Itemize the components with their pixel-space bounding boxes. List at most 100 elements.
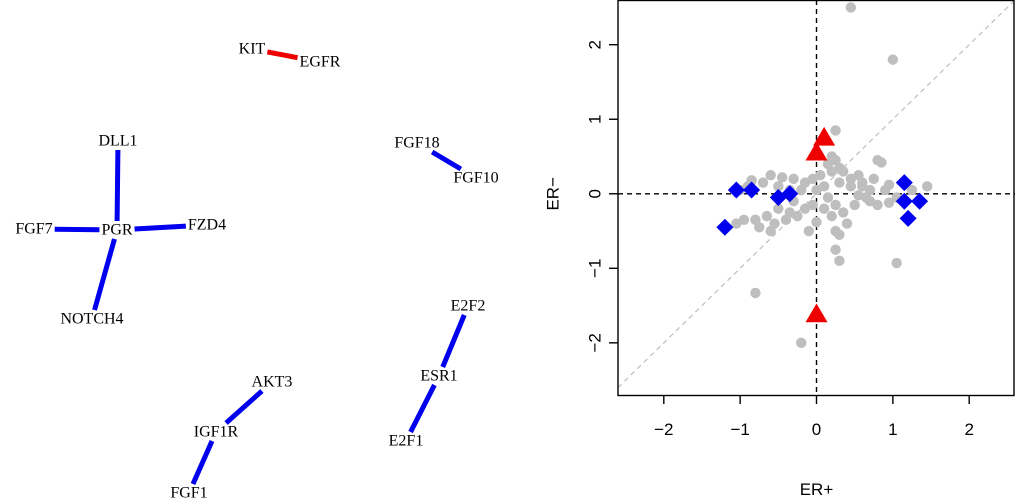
circle-point-64 xyxy=(883,197,895,208)
circle-point-10 xyxy=(838,166,849,177)
x-tick-label: 2 xyxy=(964,420,973,439)
circle-point-1 xyxy=(887,54,899,65)
circle-point-36 xyxy=(822,192,834,203)
circle-point-26 xyxy=(776,172,788,183)
x-axis-label: ER+ xyxy=(800,480,834,499)
edge-pgr-notch4 xyxy=(92,238,117,311)
circle-point-4 xyxy=(891,257,902,269)
diamond-point-5 xyxy=(895,174,913,192)
diamond-point-0 xyxy=(716,218,734,236)
diamond-point-8 xyxy=(899,209,917,227)
circle-point-60 xyxy=(803,225,815,237)
x-tick-label: −2 xyxy=(654,420,673,439)
edge-pgr-fgf7 xyxy=(54,226,100,233)
circle-point-57 xyxy=(765,225,776,237)
circle-point-44 xyxy=(834,255,845,267)
circle-point-38 xyxy=(838,207,849,218)
x-axis: −2 −1 0 1 2 xyxy=(654,395,974,439)
circle-point-43 xyxy=(830,244,841,255)
edge-pgr-dll1 xyxy=(114,149,121,222)
y-axis: −2 −1 0 1 2 xyxy=(586,40,618,353)
circle-point-63 xyxy=(872,199,883,211)
y-axis-label: ER− xyxy=(544,177,563,211)
circle-point-16 xyxy=(834,177,845,188)
x-tick-label: 0 xyxy=(812,420,821,439)
node-label-kit: KIT xyxy=(239,41,266,58)
circle-point-20 xyxy=(845,181,857,192)
node-label-egfr: EGFR xyxy=(300,54,341,71)
circle-point-39 xyxy=(841,218,853,229)
diamond-point-2 xyxy=(743,181,761,199)
circle-point-69 xyxy=(860,192,872,203)
circle-point-27 xyxy=(765,169,776,181)
circle-point-34 xyxy=(796,184,807,196)
circle-point-35 xyxy=(811,184,822,196)
node-label-fgf18: FGF18 xyxy=(394,135,439,152)
node-label-fzd4: FZD4 xyxy=(188,217,226,234)
circle-point-3 xyxy=(796,337,807,349)
circle-point-73 xyxy=(826,166,837,177)
circle-point-13 xyxy=(876,157,887,168)
diamond-point-6 xyxy=(895,192,913,210)
node-label-esr1: ESR1 xyxy=(420,368,457,385)
node-label-dll1: DLL1 xyxy=(98,133,137,150)
circle-point-54 xyxy=(750,214,761,226)
node-label-fgf1: FGF1 xyxy=(170,485,207,502)
edge-pgr-fzd4 xyxy=(134,223,187,232)
circle-point-28 xyxy=(757,177,769,188)
diamond-point-1 xyxy=(727,181,745,199)
circle-point-47 xyxy=(799,203,811,214)
circle-point-45 xyxy=(818,203,830,214)
edge-esr1-e2f2 xyxy=(440,314,467,368)
node-label-fgf7: FGF7 xyxy=(15,221,52,238)
circle-point-2 xyxy=(750,287,761,299)
x-tick-label: 1 xyxy=(888,420,897,439)
identity-diagonal-line xyxy=(617,0,1015,388)
circle-point-56 xyxy=(731,218,742,229)
circle-point-40 xyxy=(826,210,837,222)
circle-point-0 xyxy=(845,2,857,13)
circle-point-71 xyxy=(857,177,868,188)
edge-fgf18-fgf10 xyxy=(430,149,463,172)
circle-point-32 xyxy=(773,181,784,192)
edge-igf1r-akt3 xyxy=(224,389,264,425)
y-tick-label: −1 xyxy=(586,259,605,278)
scatter-points xyxy=(716,2,933,349)
node-label-notch4: NOTCH4 xyxy=(60,311,123,328)
edge-kit-egfr xyxy=(266,49,299,61)
circle-point-15 xyxy=(845,173,857,185)
y-tick-label: 0 xyxy=(586,189,605,198)
circle-point-70 xyxy=(849,199,860,211)
y-tick-label: 2 xyxy=(586,40,605,49)
circle-point-66 xyxy=(906,184,918,196)
y-tick-label: 1 xyxy=(586,115,605,124)
circle-point-25 xyxy=(788,173,799,185)
node-label-pgr: PGR xyxy=(101,222,132,239)
circle-point-67 xyxy=(922,181,933,192)
network-labels: KIT EGFR DLL1 FGF18 FGF10 FGF7 PGR FZD4 NOTCH4 E2… xyxy=(15,41,498,502)
triangle-point-0 xyxy=(805,141,828,161)
circle-point-61 xyxy=(811,216,822,228)
circle-point-42 xyxy=(834,229,845,240)
circle-point-52 xyxy=(761,210,773,222)
gene-network: KIT EGFR DLL1 FGF18 FGF10 FGF7 PGR FZD4 NOTCH4 E2… xyxy=(15,41,498,502)
network-edges xyxy=(54,49,467,486)
scatter-plot: −2 −1 0 1 2 −2 −1 0 1 2 ER+ ER− xyxy=(544,0,1015,499)
triangle-point-2 xyxy=(805,303,828,323)
x-tick-label: −1 xyxy=(730,420,749,439)
circle-point-72 xyxy=(880,184,891,196)
diamond-point-7 xyxy=(911,192,929,210)
node-label-igf1r: IGF1R xyxy=(194,424,239,441)
node-label-fgf10: FGF10 xyxy=(453,170,498,187)
diamond-point-4 xyxy=(781,185,799,203)
circle-point-14 xyxy=(868,173,879,185)
circle-point-37 xyxy=(830,199,841,211)
edge-esr1-e2f1 xyxy=(408,383,437,434)
circle-point-5 xyxy=(830,125,841,136)
triangle-point-1 xyxy=(813,126,836,146)
circle-point-58 xyxy=(773,203,784,214)
y-tick-label: −2 xyxy=(586,333,605,352)
node-label-akt3: AKT3 xyxy=(252,374,293,391)
node-label-e2f1: E2F1 xyxy=(389,433,424,450)
